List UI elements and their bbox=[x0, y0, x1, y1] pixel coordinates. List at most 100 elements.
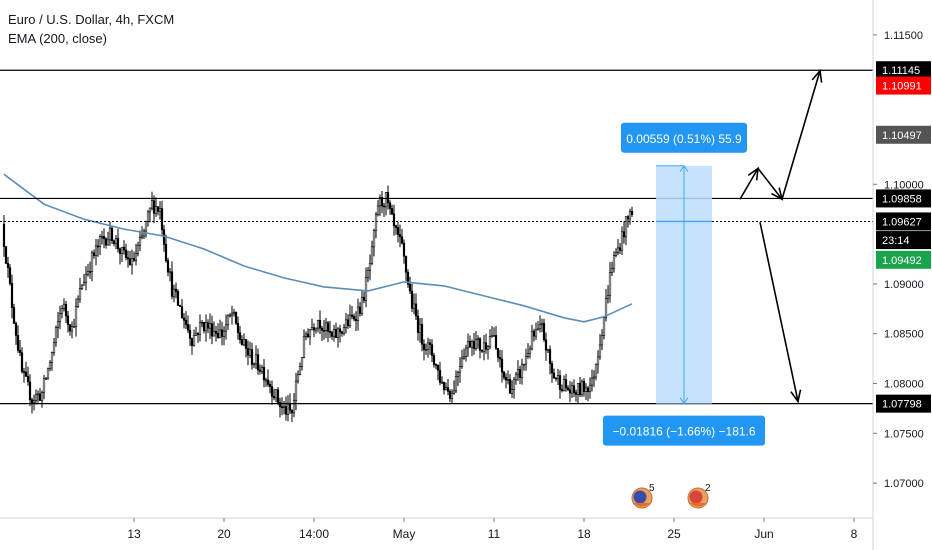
candle bbox=[244, 338, 248, 358]
price-tick-label: 1.07500 bbox=[884, 428, 924, 440]
candle bbox=[168, 267, 172, 282]
time-tick-label: 20 bbox=[217, 527, 231, 541]
candle bbox=[356, 298, 360, 331]
candle bbox=[56, 311, 60, 339]
candle bbox=[370, 240, 374, 266]
candle bbox=[506, 370, 510, 385]
candle bbox=[298, 362, 302, 376]
candle bbox=[514, 371, 518, 385]
price-tick-label: 1.08500 bbox=[884, 329, 924, 341]
price-tag[interactable]: 1.09627 bbox=[876, 212, 931, 231]
candle bbox=[598, 334, 602, 360]
candle bbox=[618, 243, 622, 254]
profit-callout[interactable]: 0.00559 (0.51%) 55.9 bbox=[621, 122, 747, 153]
candle bbox=[142, 228, 146, 239]
candle bbox=[336, 326, 340, 348]
candle bbox=[90, 250, 94, 282]
candle bbox=[526, 343, 530, 359]
candle bbox=[358, 302, 362, 317]
candle bbox=[542, 318, 546, 342]
candle bbox=[112, 239, 116, 247]
price-tag[interactable]: 1.10497 bbox=[876, 125, 931, 144]
candle bbox=[296, 370, 300, 384]
candle bbox=[34, 389, 38, 405]
candle bbox=[494, 326, 498, 351]
candle bbox=[84, 266, 88, 291]
candle bbox=[262, 359, 266, 388]
candle bbox=[422, 339, 426, 361]
candle bbox=[196, 332, 200, 343]
candle bbox=[484, 333, 488, 354]
candle bbox=[394, 224, 398, 235]
candle bbox=[552, 368, 556, 379]
candle bbox=[402, 239, 406, 264]
ema-layer bbox=[3, 173, 633, 323]
small-down-arrow[interactable] bbox=[757, 167, 784, 201]
price-tag[interactable]: 1.11145 bbox=[876, 61, 931, 80]
candle bbox=[502, 370, 506, 380]
candle bbox=[312, 323, 316, 338]
candle bbox=[304, 331, 308, 341]
price-tag[interactable]: 1.09858 bbox=[876, 189, 931, 208]
candle bbox=[72, 318, 76, 328]
indicator-label[interactable]: EMA (200, close) bbox=[8, 31, 107, 46]
candle bbox=[232, 308, 236, 317]
small-up-arrow[interactable] bbox=[739, 166, 759, 200]
candle bbox=[278, 397, 282, 418]
price-tag[interactable]: 1.09492 bbox=[876, 250, 931, 269]
candle bbox=[388, 200, 392, 215]
candle bbox=[318, 310, 322, 335]
candle bbox=[432, 352, 436, 368]
candle bbox=[158, 201, 162, 220]
candle bbox=[478, 337, 482, 359]
candle bbox=[52, 337, 56, 356]
candle bbox=[26, 366, 30, 386]
down-arrow-to-support[interactable] bbox=[759, 221, 802, 404]
up-arrow-to-resistance[interactable] bbox=[781, 68, 823, 200]
candle bbox=[182, 313, 186, 329]
price-tag[interactable]: 1.07798 bbox=[876, 394, 931, 413]
candle bbox=[206, 319, 210, 334]
eu-event-icon-badge: 5 bbox=[649, 483, 655, 494]
time-tick-label: 14:00 bbox=[299, 527, 329, 541]
candle bbox=[474, 330, 478, 351]
candle bbox=[264, 377, 268, 387]
candle bbox=[524, 348, 528, 371]
position-tool[interactable] bbox=[656, 164, 712, 405]
candle bbox=[268, 380, 272, 394]
candle bbox=[396, 221, 400, 243]
candle bbox=[78, 277, 82, 303]
candle bbox=[354, 311, 358, 331]
candle bbox=[212, 321, 216, 337]
eu-event-icon[interactable]: 5 bbox=[631, 483, 655, 509]
candle bbox=[122, 240, 126, 255]
candle bbox=[546, 348, 550, 353]
symbol-title[interactable]: Euro / U.S. Dollar, 4h, FXCM bbox=[8, 12, 175, 27]
candle bbox=[614, 248, 618, 258]
candle bbox=[220, 321, 224, 346]
candle bbox=[46, 367, 50, 380]
candle bbox=[548, 345, 552, 375]
candle bbox=[362, 291, 366, 304]
candle bbox=[338, 324, 342, 343]
candle bbox=[256, 348, 260, 375]
candle bbox=[558, 370, 562, 399]
candle bbox=[224, 314, 228, 340]
candle bbox=[368, 254, 372, 281]
candle bbox=[540, 318, 544, 333]
candle bbox=[126, 250, 130, 268]
price-tag-label: 1.07798 bbox=[882, 399, 922, 411]
loss-callout[interactable]: −0.01816 (−1.66%) −181.6 bbox=[603, 415, 765, 446]
candle bbox=[554, 377, 558, 382]
price-tag[interactable]: 23:14 bbox=[876, 231, 931, 250]
candle bbox=[284, 396, 288, 421]
candle bbox=[300, 357, 304, 371]
candle bbox=[630, 206, 634, 218]
price-tag[interactable]: 1.10991 bbox=[876, 76, 931, 95]
candle bbox=[156, 206, 160, 216]
candle bbox=[568, 381, 572, 403]
us-event-icon[interactable]: 2 bbox=[687, 483, 711, 509]
candle bbox=[378, 194, 382, 217]
candle bbox=[272, 388, 276, 401]
